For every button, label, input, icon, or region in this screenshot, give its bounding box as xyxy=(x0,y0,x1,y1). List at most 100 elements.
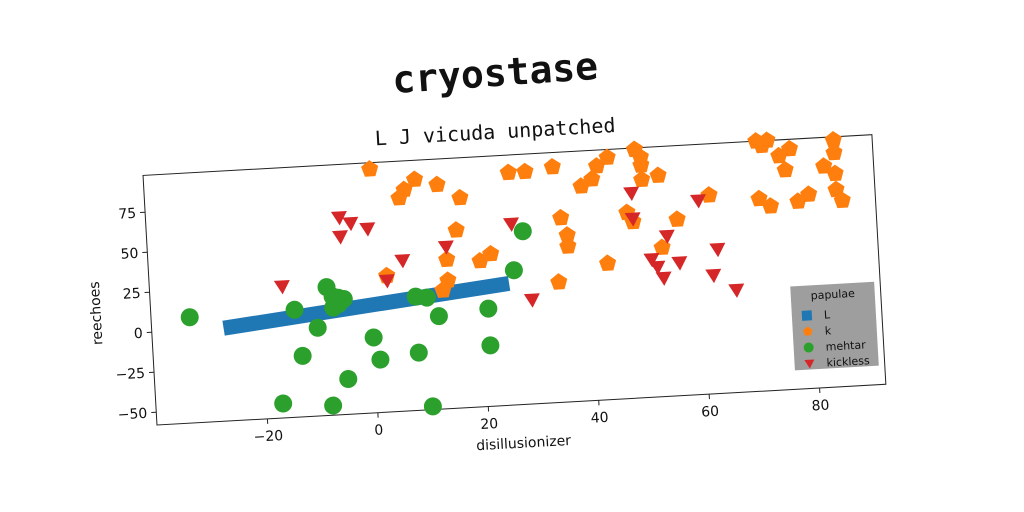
legend-marker-L xyxy=(801,310,813,321)
point-kickless xyxy=(655,271,672,286)
point-k xyxy=(434,281,452,298)
point-k xyxy=(587,157,606,174)
point-kickless xyxy=(643,252,660,268)
series-line-L xyxy=(222,275,511,336)
point-kickless xyxy=(502,217,519,232)
point-mehtar xyxy=(339,370,358,389)
point-k xyxy=(405,170,424,188)
point-k xyxy=(700,186,718,203)
legend-title: papulae xyxy=(810,287,855,302)
x-tick-label: 20 xyxy=(480,416,499,433)
legend-marker-kickless xyxy=(804,359,815,369)
point-mehtar xyxy=(371,350,390,369)
point-kickless xyxy=(649,260,666,276)
point-k xyxy=(361,160,379,177)
point-mehtar xyxy=(429,307,448,326)
point-k xyxy=(761,197,780,214)
point-kickless xyxy=(394,253,411,269)
point-mehtar xyxy=(481,336,500,355)
point-k xyxy=(632,156,650,173)
point-kickless xyxy=(690,194,706,209)
y-axis-label: reechoes xyxy=(87,281,107,346)
point-kickless xyxy=(705,268,722,284)
point-mehtar xyxy=(409,343,428,362)
plot-area: L J vicuda unpatched −20 0 20 40 60 80 −50 −25 0… xyxy=(87,113,887,454)
x-axis-label: disillusionizer xyxy=(476,433,572,454)
point-k xyxy=(559,237,577,254)
point-mehtar xyxy=(308,318,327,337)
y-tick-label: −50 xyxy=(117,406,147,424)
chart-title: L J vicuda unpatched xyxy=(374,113,616,150)
axis-ticks: −20 0 20 40 60 80 −50 −25 0 25 50 75 xyxy=(115,206,830,446)
legend-marker-k xyxy=(802,326,813,336)
x-tick-label: 0 xyxy=(374,422,384,438)
y-tick-label: 50 xyxy=(120,246,139,263)
point-mehtar xyxy=(180,308,199,327)
point-k xyxy=(428,175,446,193)
point-k xyxy=(598,148,616,166)
point-mehtar xyxy=(479,299,498,318)
point-k xyxy=(653,238,671,256)
point-k xyxy=(776,160,794,178)
point-k xyxy=(649,166,667,184)
point-k xyxy=(833,191,851,209)
point-mehtar xyxy=(293,346,312,365)
point-k xyxy=(800,185,818,202)
point-k xyxy=(552,208,570,226)
point-mehtar xyxy=(417,288,436,307)
point-kickless xyxy=(331,230,348,245)
y-tick-label: 0 xyxy=(134,326,144,342)
point-k xyxy=(825,143,843,161)
point-k xyxy=(482,244,500,262)
point-mehtar xyxy=(324,396,343,415)
legend-marker-mehtar xyxy=(803,342,814,353)
point-k xyxy=(815,157,833,174)
point-kickless xyxy=(359,222,376,237)
point-k xyxy=(438,250,456,268)
y-tick-label: −25 xyxy=(115,366,145,384)
point-kickless xyxy=(658,229,675,244)
point-k xyxy=(826,164,844,182)
legend-label: kickless xyxy=(826,354,870,369)
point-k xyxy=(583,170,601,187)
point-mehtar xyxy=(423,397,442,416)
legend-label: L xyxy=(824,308,832,321)
point-kickless xyxy=(437,240,454,255)
point-k xyxy=(758,131,776,149)
point-k xyxy=(516,162,534,180)
point-kickless xyxy=(342,216,359,232)
figure-title: cryostase xyxy=(391,44,599,102)
point-k xyxy=(668,210,686,227)
point-kickless xyxy=(623,186,640,202)
point-kickless xyxy=(523,293,540,308)
point-mehtar xyxy=(504,261,523,280)
point-kickless xyxy=(273,279,290,295)
point-mehtar xyxy=(274,394,293,413)
x-tick-label: 60 xyxy=(701,404,720,421)
point-k xyxy=(780,139,798,157)
x-tick-label: 80 xyxy=(811,397,830,414)
data-marks xyxy=(180,131,851,416)
legend-label: mehtar xyxy=(825,338,866,353)
point-kickless xyxy=(624,212,641,227)
x-tick-label: 40 xyxy=(590,410,609,427)
point-k xyxy=(824,131,842,148)
point-kickless xyxy=(671,256,688,271)
point-k xyxy=(558,226,576,243)
point-kickless xyxy=(330,210,347,226)
point-kickless xyxy=(709,242,726,258)
point-k xyxy=(599,254,617,272)
legend-label: k xyxy=(824,324,832,337)
point-kickless xyxy=(728,283,745,298)
point-k xyxy=(451,188,469,206)
point-k xyxy=(633,170,651,188)
point-mehtar xyxy=(364,328,383,347)
point-kickless xyxy=(378,274,395,289)
point-mehtar xyxy=(334,290,353,309)
axes-frame xyxy=(142,134,887,426)
point-k xyxy=(750,189,768,207)
point-mehtar xyxy=(513,222,532,241)
y-tick-label: 75 xyxy=(118,206,137,223)
